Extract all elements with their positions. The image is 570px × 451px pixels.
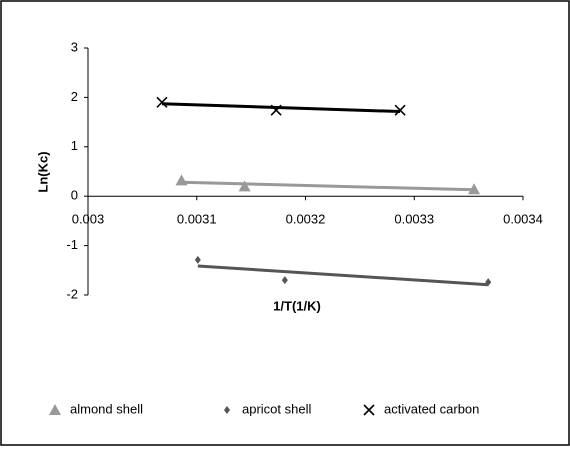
legend-label: almond shell	[70, 401, 143, 416]
y-axis-title: Ln(Kc)	[35, 151, 50, 192]
trendline	[197, 264, 489, 287]
trendline	[161, 102, 401, 114]
marker-triangle	[238, 180, 251, 192]
y-tick-label: 1	[71, 138, 78, 153]
legend-label: apricot shell	[242, 401, 311, 416]
y-tick-label: 0	[71, 188, 78, 203]
legend-label: activated carbon	[384, 401, 479, 416]
marker-diamond	[485, 278, 492, 287]
x-tick-label: 0.003	[72, 212, 105, 227]
marker-diamond	[281, 276, 288, 285]
x-tick-label: 0.0032	[286, 212, 326, 227]
marker-x	[156, 96, 168, 108]
marker-x	[394, 104, 406, 116]
x-tick-label: 0.0033	[394, 212, 434, 227]
y-tick-label: 3	[71, 39, 78, 54]
marker-triangle	[49, 404, 61, 415]
y-tick-label: 2	[71, 89, 78, 104]
marker-triangle	[175, 174, 188, 186]
y-tick-label: -2	[66, 286, 78, 301]
x-axis-title: 1/T(1/K)	[273, 298, 321, 313]
x-tick-label: 0.0034	[503, 212, 543, 227]
marker-diamond	[194, 255, 201, 264]
marker-x	[270, 104, 282, 116]
marker-diamond	[224, 406, 230, 414]
marker-triangle	[468, 183, 481, 195]
y-tick-label: -1	[66, 237, 78, 252]
x-tick-label: 0.0031	[177, 212, 217, 227]
trendline	[181, 180, 475, 192]
marker-x	[363, 404, 375, 416]
